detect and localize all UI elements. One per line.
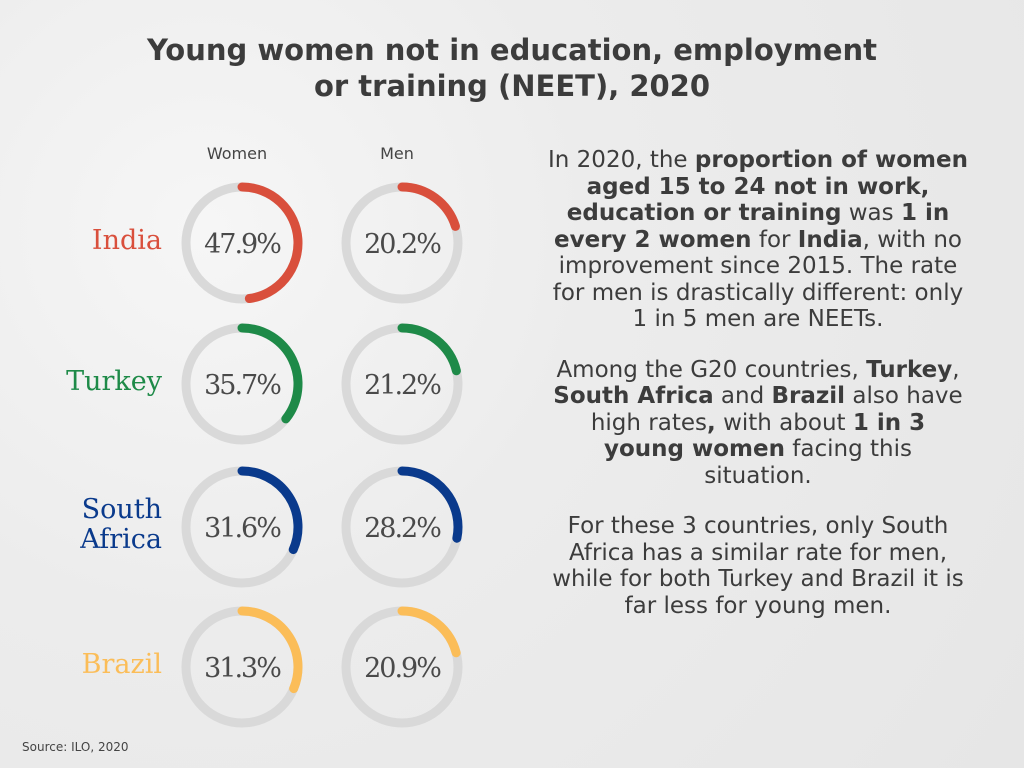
donut-value-label: 21.2%: [364, 370, 441, 401]
narrative-run: facing this situation.: [704, 436, 912, 489]
donut-men: 21.2%: [341, 323, 463, 445]
donut-arc: [397, 466, 463, 543]
donut-value-label: 20.2%: [364, 229, 441, 260]
country-label-line: South: [81, 494, 162, 525]
narrative-run: Brazil: [771, 383, 846, 409]
donut-value-label: 28.2%: [364, 513, 441, 544]
donut-value-label: 31.6%: [204, 513, 281, 544]
donut-arc: [397, 182, 460, 231]
narrative-run: with about: [715, 409, 853, 436]
narrative-run: South Africa: [553, 383, 714, 409]
chart-title-line-1: Young women not in education, employment: [146, 33, 878, 67]
narrative-paragraph-3: For these 3 countries, only South Africa…: [548, 513, 968, 619]
donut-arc: [237, 182, 303, 304]
narrative-run: and: [713, 383, 772, 409]
donut-women: 35.7%: [181, 323, 303, 445]
donut-men: 28.2%: [341, 466, 463, 588]
narrative-run: For these 3 countries, only South Africa…: [552, 513, 964, 619]
source-note: Source: ILO, 2020: [22, 740, 129, 754]
donut-arc: [397, 606, 461, 658]
narrative-run: was: [841, 200, 901, 226]
donut-value-label: 47.9%: [204, 229, 281, 260]
donut-arc: [237, 466, 303, 555]
column-header-women: Women: [206, 144, 268, 163]
narrative-run: ,: [707, 409, 716, 436]
chart-title-line-2: or training (NEET), 2020: [313, 69, 711, 103]
donut-value-label: 31.3%: [204, 653, 281, 684]
narrative-run: , with no improvement since 2015. The ra…: [552, 226, 964, 333]
narrative-run: for: [751, 226, 798, 253]
narrative-run: 1 in every 2 women: [554, 200, 950, 253]
country-label: South Africa: [80, 495, 162, 555]
donut-arc: [237, 323, 303, 424]
donut-arc: [397, 323, 461, 376]
donut-value-label: 35.7%: [204, 370, 281, 401]
donut-value-label: 20.9%: [364, 653, 441, 684]
narrative-run: ,: [952, 356, 960, 383]
donut-women: 47.9%: [181, 182, 303, 304]
donut-men: 20.9%: [341, 606, 463, 728]
country-label: India: [92, 226, 162, 256]
donut-women: 31.3%: [181, 606, 303, 728]
narrative-run: India: [797, 226, 863, 253]
narrative-run: proportion of women aged 15 to 24 not in…: [566, 147, 968, 226]
narrative-text: In 2020, the proportion of women aged 15…: [548, 147, 968, 643]
donut-arc: [237, 606, 303, 694]
country-label-line: Africa: [80, 524, 162, 555]
narrative-run: 1 in 3 young women: [603, 409, 926, 463]
country-label: Turkey: [66, 367, 162, 397]
column-header-men: Men: [380, 144, 414, 163]
donut-men: 20.2%: [341, 182, 463, 304]
country-label-line: Brazil: [81, 649, 162, 680]
narrative-run: In 2020, the: [548, 147, 695, 173]
chart-title: Young women not in education, employment…: [0, 32, 1024, 104]
narrative-run: also have high rates: [590, 383, 963, 436]
country-label: Brazil: [82, 650, 162, 680]
narrative-run: Turkey: [866, 356, 953, 383]
donut-chart-grid: 47.9% 20.2% 35.7% 21.2% 31.6% 28.2% 31.3% 20.9%: [181, 182, 463, 728]
country-label-line: India: [91, 225, 162, 256]
narrative-paragraph-2: Among the G20 countries, Turkey, South A…: [548, 357, 968, 490]
narrative-paragraph-1: In 2020, the proportion of women aged 15…: [548, 147, 968, 333]
donut-women: 31.6%: [181, 466, 303, 588]
country-label-line: Turkey: [66, 366, 162, 397]
narrative-run: Among the G20 countries,: [556, 356, 867, 383]
